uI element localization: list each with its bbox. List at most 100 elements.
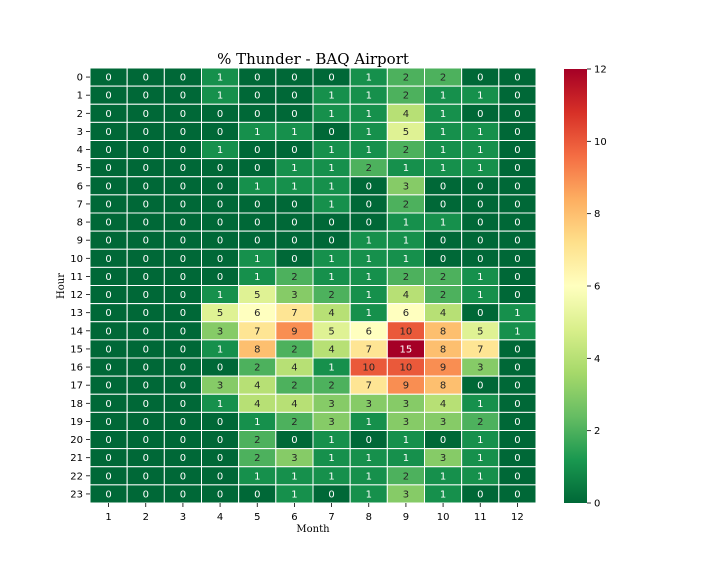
cell-value-label: 2 <box>291 381 297 392</box>
cell-value-label: 1 <box>328 453 334 464</box>
cell-value-label: 0 <box>477 199 483 210</box>
cell-value-label: 3 <box>217 326 223 337</box>
cell-value-label: 0 <box>217 218 223 229</box>
cell-value-label: 0 <box>514 290 520 301</box>
cell-value-label: 1 <box>440 489 446 500</box>
cell-value-label: 0 <box>514 218 520 229</box>
cell-value-label: 2 <box>254 435 260 446</box>
cell-value-label: 2 <box>403 272 409 283</box>
cell-value-label: 2 <box>328 290 334 301</box>
cell-value-label: 4 <box>254 399 260 410</box>
y-tick-label: 10 <box>70 254 83 265</box>
cell-value-label: 0 <box>180 127 186 138</box>
cell-value-label: 7 <box>291 308 297 319</box>
cell-value-label: 1 <box>328 163 334 174</box>
cell-value-label: 0 <box>514 109 520 120</box>
cell-value-label: 4 <box>403 290 409 301</box>
cell-value-label: 0 <box>514 471 520 482</box>
cell-value-label: 0 <box>514 145 520 156</box>
cell-value-label: 0 <box>105 73 111 84</box>
y-tick-label: 2 <box>77 109 83 120</box>
cell-value-label: 1 <box>217 145 223 156</box>
cell-value-label: 0 <box>254 145 260 156</box>
cell-value-label: 0 <box>105 308 111 319</box>
cell-value-label: 10 <box>362 363 375 374</box>
cell-value-label: 0 <box>180 399 186 410</box>
y-tick-label: 1 <box>77 91 83 102</box>
cell-value-label: 1 <box>328 145 334 156</box>
cell-value-label: 2 <box>403 199 409 210</box>
cell-value-label: 1 <box>477 163 483 174</box>
cell-value-label: 1 <box>328 435 334 446</box>
cell-value-label: 4 <box>328 308 334 319</box>
cell-value-label: 0 <box>328 127 334 138</box>
cell-value-label: 0 <box>477 381 483 392</box>
cell-value-label: 0 <box>477 489 483 500</box>
cell-value-label: 2 <box>254 453 260 464</box>
cell-value-label: 7 <box>477 344 483 355</box>
cell-value-label: 1 <box>366 127 372 138</box>
y-tick-label: 5 <box>77 163 83 174</box>
x-tick-label: 10 <box>437 512 450 523</box>
cell-value-label: 4 <box>254 381 260 392</box>
x-tick-label: 11 <box>474 512 487 523</box>
x-tick-label: 9 <box>403 512 409 523</box>
cell-value-label: 1 <box>366 73 372 84</box>
cell-value-label: 0 <box>180 199 186 210</box>
cell-value-label: 1 <box>217 344 223 355</box>
cell-value-label: 0 <box>143 290 149 301</box>
cell-value-label: 0 <box>328 489 334 500</box>
y-tick-label: 16 <box>70 363 83 374</box>
cell-value-label: 0 <box>217 109 223 120</box>
cell-value-label: 0 <box>477 308 483 319</box>
cell-value-label: 0 <box>143 489 149 500</box>
cell-value-label: 0 <box>440 199 446 210</box>
cell-value-label: 0 <box>217 453 223 464</box>
cell-value-label: 0 <box>105 453 111 464</box>
cell-value-label: 0 <box>143 109 149 120</box>
cell-value-label: 0 <box>254 218 260 229</box>
cell-value-label: 0 <box>514 181 520 192</box>
cell-value-label: 0 <box>105 236 111 247</box>
cell-value-label: 0 <box>514 435 520 446</box>
cell-value-label: 0 <box>514 73 520 84</box>
colorbar-tick-label: 10 <box>594 137 607 148</box>
colorbar-tick-label: 2 <box>594 426 600 437</box>
cell-value-label: 5 <box>254 290 260 301</box>
cell-value-label: 0 <box>105 145 111 156</box>
cell-value-label: 1 <box>328 254 334 265</box>
cell-value-label: 0 <box>180 290 186 301</box>
y-tick-label: 14 <box>70 326 83 337</box>
y-tick-label: 12 <box>70 290 83 301</box>
cell-value-label: 2 <box>366 163 372 174</box>
y-tick-label: 8 <box>77 218 83 229</box>
cell-value-label: 0 <box>514 344 520 355</box>
cell-value-label: 0 <box>477 73 483 84</box>
cell-value-label: 10 <box>400 363 413 374</box>
cell-value-label: 1 <box>366 91 372 102</box>
cell-value-label: 1 <box>291 471 297 482</box>
cell-value-label: 1 <box>291 181 297 192</box>
cell-value-label: 0 <box>105 254 111 265</box>
cell-value-label: 0 <box>143 326 149 337</box>
colorbar-tick-label: 12 <box>594 65 607 76</box>
cell-value-label: 0 <box>217 236 223 247</box>
cell-value-label: 7 <box>366 344 372 355</box>
cell-value-label: 8 <box>440 344 446 355</box>
cell-value-label: 0 <box>217 181 223 192</box>
cell-value-label: 0 <box>143 344 149 355</box>
y-axis-label: Hour <box>56 273 67 299</box>
y-tick-label: 22 <box>70 471 83 482</box>
cell-value-label: 0 <box>217 363 223 374</box>
cell-value-label: 0 <box>105 91 111 102</box>
cell-value-label: 1 <box>366 453 372 464</box>
cell-value-label: 1 <box>217 290 223 301</box>
cell-value-label: 0 <box>180 109 186 120</box>
x-tick-label: 12 <box>511 512 524 523</box>
cell-value-label: 0 <box>477 236 483 247</box>
cell-value-label: 1 <box>328 272 334 283</box>
colorbar-tick-label: 6 <box>594 282 600 293</box>
cell-value-label: 0 <box>514 254 520 265</box>
cell-value-label: 0 <box>217 254 223 265</box>
